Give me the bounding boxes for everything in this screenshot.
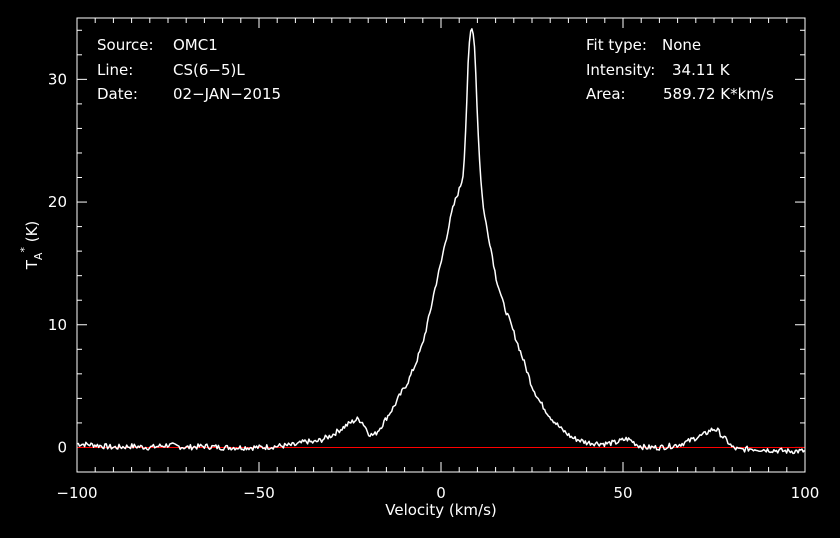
fit-type-value: None [662, 36, 701, 54]
source-label: Source: [97, 36, 154, 54]
x-axis-title: Velocity (km/s) [385, 501, 496, 519]
area-value: 589.72 K*km/s [663, 85, 774, 103]
y-tick-label: 20 [48, 193, 67, 211]
x-tick-label: −50 [243, 484, 275, 502]
x-tick-label: 50 [613, 484, 632, 502]
y-tick-label: 0 [57, 438, 67, 456]
y-axis-title-unit: (K) [23, 221, 41, 247]
y-tick-label: 30 [48, 70, 67, 88]
date-label: Date: [97, 85, 138, 103]
fit-type-label: Fit type: [586, 36, 647, 54]
date-value: 02−JAN−2015 [173, 85, 281, 103]
x-tick-label: 0 [436, 484, 446, 502]
intensity-label: Intensity: [586, 61, 655, 79]
intensity-value: 34.11 K [672, 61, 731, 79]
y-axis-title-main: T [23, 259, 41, 270]
y-axis-title-sup: * [18, 247, 31, 253]
source-value: OMC1 [173, 36, 218, 54]
line-label: Line: [97, 61, 133, 79]
y-axis-title-sub: A [32, 252, 45, 260]
y-axis-title: TA* (K) [18, 221, 45, 271]
spectrum-trace [76, 28, 806, 455]
x-tick-label: 100 [791, 484, 820, 502]
line-value: CS(6−5)L [173, 61, 245, 79]
area-label: Area: [586, 85, 626, 103]
x-tick-label: −100 [56, 484, 97, 502]
axis-tick-labels: −100 −50 0 50 100 0 10 20 30 [48, 70, 819, 502]
y-tick-label: 10 [48, 316, 67, 334]
plot-frame [76, 17, 806, 473]
